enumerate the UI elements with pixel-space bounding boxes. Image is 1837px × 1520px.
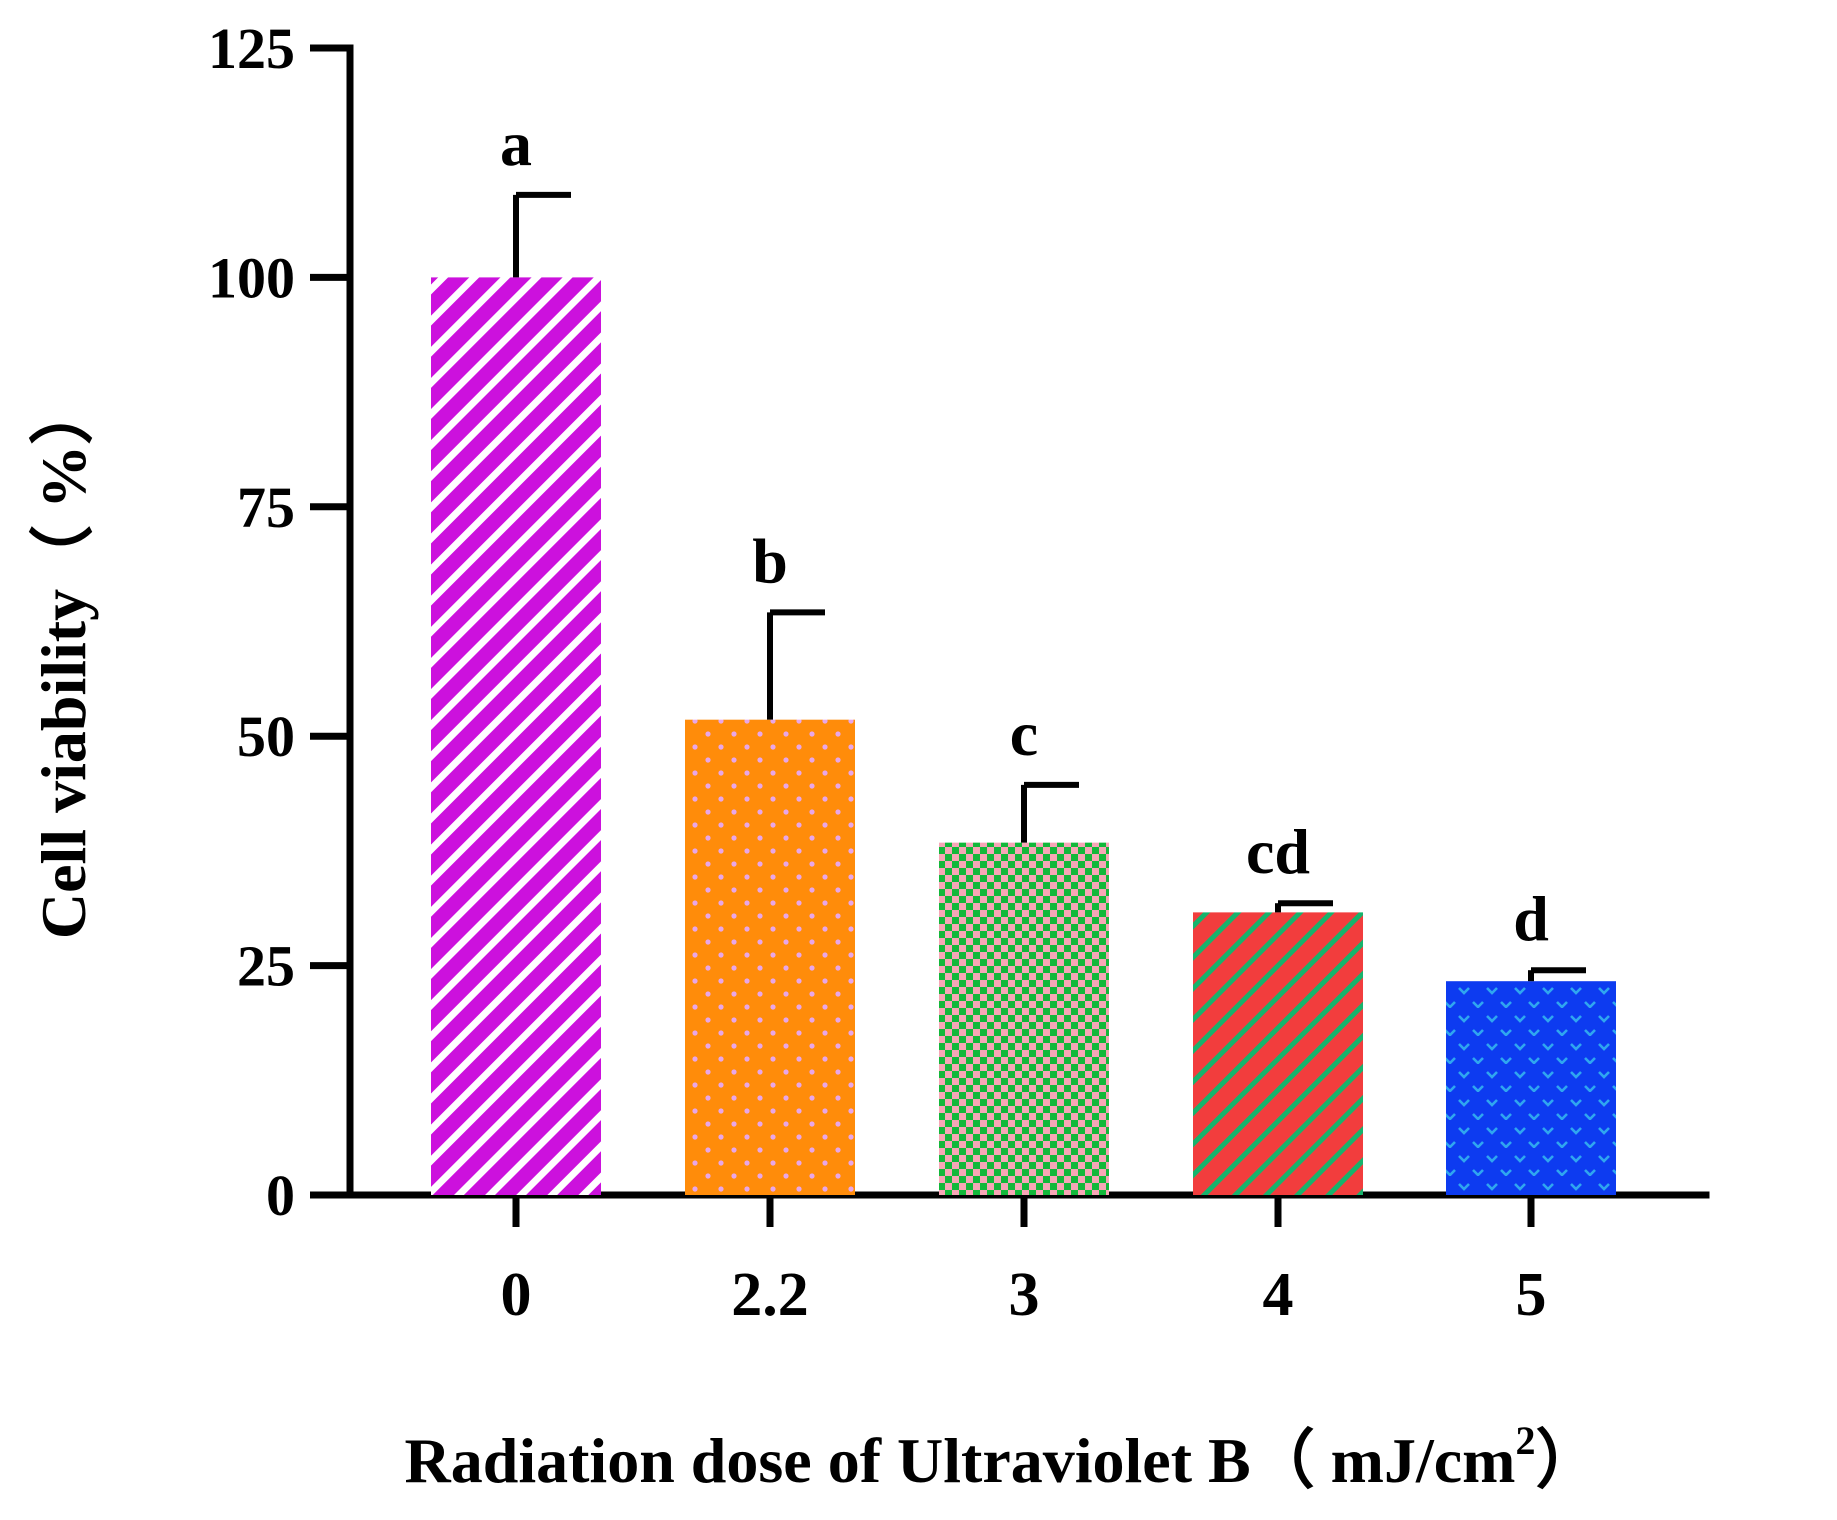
x-axis-title-superscript: 2 bbox=[1516, 1418, 1536, 1463]
y-tick-label: 25 bbox=[237, 934, 295, 999]
y-tick-label: 0 bbox=[266, 1163, 295, 1228]
y-tick-label: 75 bbox=[237, 475, 295, 540]
x-axis-title: Radiation dose of Ultraviolet B（ mJ/cm2） bbox=[405, 1418, 1600, 1496]
y-tick-label: 50 bbox=[237, 704, 295, 769]
significance-label: cd bbox=[1246, 816, 1310, 887]
y-axis-title: Cell viability（ %） bbox=[28, 381, 99, 939]
significance-label: b bbox=[752, 525, 788, 596]
bar bbox=[1446, 981, 1616, 1195]
x-tick-label: 4 bbox=[1263, 1261, 1294, 1329]
significance-label: a bbox=[500, 108, 532, 179]
plot-area: 0 25 50 75 100 125 0 2.2 3 4 5 a b c cd d bbox=[208, 16, 1710, 1329]
x-tick-label: 2.2 bbox=[731, 1261, 809, 1329]
x-tick-label: 0 bbox=[501, 1261, 532, 1329]
x-tick-label: 5 bbox=[1516, 1261, 1547, 1329]
bar bbox=[685, 719, 855, 1195]
x-axis-title-main: Radiation dose of Ultraviolet B（ mJ/cm bbox=[405, 1425, 1516, 1496]
bar bbox=[939, 842, 1109, 1195]
bars bbox=[431, 277, 1616, 1195]
y-axis-ticks: 0 25 50 75 100 125 bbox=[208, 16, 350, 1228]
x-axis-ticks: 0 2.2 3 4 5 bbox=[501, 1195, 1547, 1329]
y-tick-label: 100 bbox=[208, 245, 295, 310]
x-tick-label: 3 bbox=[1009, 1261, 1040, 1329]
significance-label: c bbox=[1010, 698, 1038, 769]
x-axis-title-suffix: ） bbox=[1536, 1425, 1600, 1496]
bar bbox=[1193, 912, 1363, 1195]
significance-labels: a b c cd d bbox=[500, 108, 1549, 954]
bar bbox=[431, 277, 601, 1195]
significance-label: d bbox=[1513, 883, 1549, 954]
error-bars bbox=[513, 191, 1586, 982]
y-tick-label: 125 bbox=[208, 16, 295, 81]
